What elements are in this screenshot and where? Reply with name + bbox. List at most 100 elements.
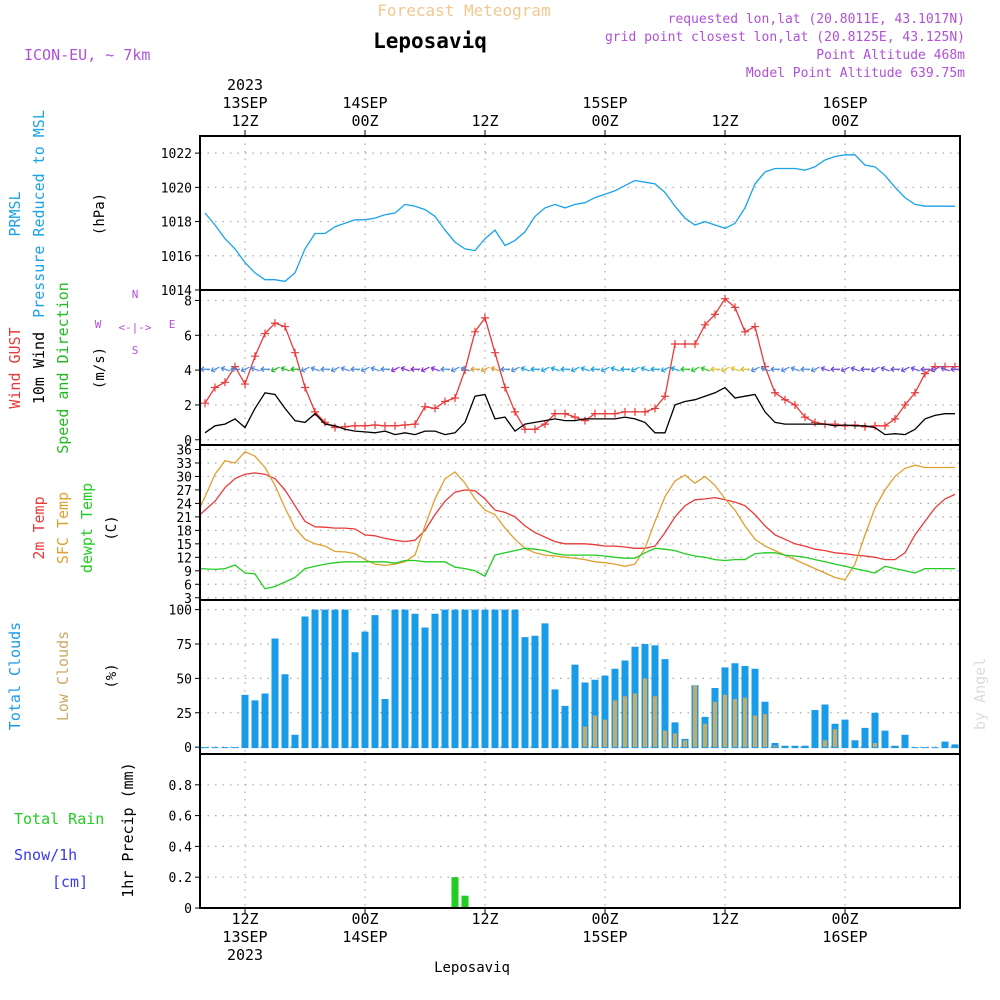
y-tick-label: 1018 [161,216,192,231]
panel-wind: 0 2 4 6 8 [184,289,961,449]
gust-marker [741,327,749,336]
gust-marker [581,416,589,425]
wind-direction-arrow [360,366,370,373]
bar-total-clouds [661,659,669,749]
panel-clouds: 0 25 50 75 100 [169,599,961,756]
bar-low-clouds [603,719,607,748]
gust-marker [631,407,639,416]
wind-direction-arrow [660,366,670,373]
bar-low-clouds [593,715,597,748]
wind-direction-arrow [440,366,450,373]
bar-total-clouds [451,609,459,749]
bar-total-clouds [271,638,279,749]
bottom-time-label: 12Z [471,910,498,928]
wind-direction-arrow [290,366,300,373]
gust-marker [321,418,329,427]
grid-point-coords: grid point closest lon,lat (20.8125E, 43… [605,30,965,45]
bar-total-clouds [851,740,859,749]
bar-low-clouds [583,726,587,748]
top-time-label: 12Z [711,112,738,130]
y-tick-label: 6 [184,329,192,344]
gust-marker [531,425,539,434]
gust-marker [251,352,259,361]
wind-direction-arrow [230,366,240,373]
bar-total-clouds [411,613,419,749]
y-tick-label: 50 [176,672,192,687]
bar-total-clouds [371,615,379,749]
label-total-rain: Total Rain [14,810,104,828]
y-tick-label: 100 [169,604,192,619]
y-tick-label: 1022 [161,147,192,162]
y-tick-label: 6 [184,578,192,593]
y-tick-label: 33 [176,457,192,472]
bar-low-clouds [663,730,667,748]
wind-direction-arrow [310,365,320,372]
gust-marker [501,383,509,392]
wind-direction-arrow [420,366,430,373]
compass-letter: S [132,344,139,357]
wind-direction-arrow [340,365,350,372]
top-time-label: 13SEP [222,94,267,112]
bottom-time-label: 00Z [831,910,858,928]
y-tick-label: 8 [184,294,192,309]
series-line-2m-temp [199,472,956,561]
compass-arrows: <-|-> [118,321,151,334]
bar-total-clouds [211,747,219,749]
bar-total-clouds [931,747,939,749]
wind-direction-arrow [530,366,540,373]
bar-total-clouds [391,609,399,749]
bar-low-clouds [623,696,627,748]
wind-direction-arrow [500,366,510,373]
bar-low-clouds [833,729,837,748]
requested-coords: requested lon,lat (20.8011E, 43.1017N) [668,12,965,27]
wind-direction-arrow [740,366,750,373]
bar-total-clouds [811,710,819,749]
gust-marker [221,378,229,387]
gust-marker [791,400,799,409]
bar-low-clouds [633,693,637,748]
wind-direction-arrow [450,366,460,373]
wind-direction-arrow [700,365,710,372]
y-tick-label: 75 [176,638,192,653]
gust-marker [371,420,379,429]
gust-marker [571,413,579,422]
gust-marker [661,392,669,401]
wind-direction-arrow [260,366,270,373]
wind-direction-arrow [860,366,870,373]
gust-marker [211,383,219,392]
bar-rain [451,877,459,908]
wind-direction-arrow [910,365,920,372]
series-line-10m-wind [204,386,955,436]
bar-total-clouds [351,652,359,749]
wind-direction-arrow [470,366,480,373]
gust-marker [421,402,429,411]
wind-direction-arrow [200,366,210,373]
y-tick-label: 24 [176,497,192,512]
wind-direction-arrow [400,365,410,372]
bar-total-clouds [791,745,799,749]
y-tick-label: 1014 [161,284,192,299]
series-line-sfc-temp [199,450,955,581]
bar-low-clouds [763,714,767,748]
y-tick-label: 30 [176,470,192,485]
wind-direction-arrow [210,366,220,373]
label-10m-wind: 10m Wind [30,332,48,404]
bar-total-clouds [901,734,909,749]
top-time-label: 00Z [351,112,378,130]
wind-direction-arrow [950,366,960,373]
wind-direction-arrow [670,365,680,372]
bar-low-clouds [713,701,717,748]
bar-total-clouds [801,745,809,749]
gust-marker [781,395,789,404]
bar-total-clouds [951,744,959,749]
bottom-time-label: 00Z [591,910,618,928]
label-pressure-unit: (hPa) [92,193,108,235]
y-tick-label: 12 [176,551,192,566]
gust-marker [751,322,759,331]
panel-frame [199,753,961,909]
wind-direction-arrow [680,366,690,373]
wind-direction-arrow [580,365,590,372]
wind-direction-arrow [630,366,640,373]
gust-marker [481,313,489,322]
wind-direction-arrow [730,365,740,372]
